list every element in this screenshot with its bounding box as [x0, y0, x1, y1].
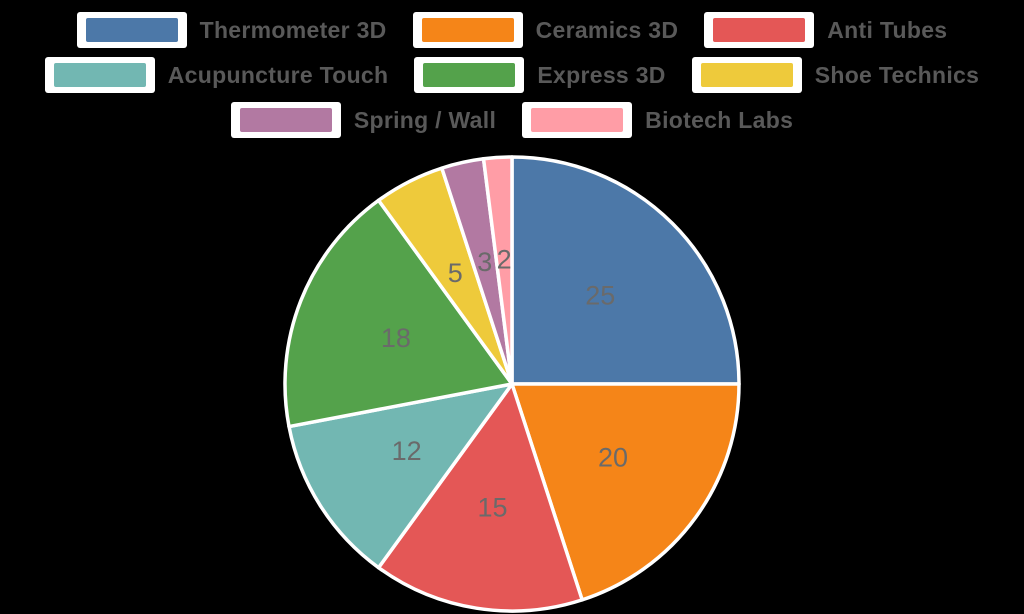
- legend-swatch-yellow: [700, 63, 793, 87]
- legend-row-3: Spring / Wall Biotech Labs: [230, 102, 793, 138]
- legend-swatch-teal: [53, 63, 146, 87]
- legend-swatch-box: [414, 57, 525, 93]
- legend-item-2: Anti Tubes: [704, 12, 947, 48]
- legend-swatch-purple: [239, 108, 332, 132]
- pie-labels-group: 25 20 15 12 18 5 3 2: [381, 244, 628, 522]
- pie-value-label-4: 18: [381, 323, 411, 353]
- legend-label: Spring / Wall: [353, 106, 497, 133]
- legend-item-4: Express 3D: [414, 57, 665, 93]
- pie-slice-0: [510, 155, 741, 386]
- legend-item-1: Ceramics 3D: [412, 12, 679, 48]
- pie-value-label-5: 5: [448, 258, 463, 288]
- pie-slice-3: [287, 382, 514, 570]
- pie-slice-4: [283, 198, 514, 429]
- legend-swatch-box: [44, 57, 155, 93]
- chart-legend: Thermometer 3D Ceramics 3D Anti Tubes Ac…: [0, 12, 1024, 138]
- legend-swatch-box: [412, 12, 523, 48]
- pie-value-label-2: 15: [477, 492, 507, 522]
- pie-value-label-1: 20: [598, 442, 628, 472]
- legend-label: Express 3D: [537, 61, 666, 88]
- legend-swatch-box: [522, 102, 633, 138]
- legend-label: Ceramics 3D: [535, 16, 679, 43]
- legend-item-7: Biotech Labs: [522, 102, 793, 138]
- pie-slices-group: [283, 155, 741, 613]
- legend-swatch-green: [423, 63, 516, 87]
- pie-value-label-6: 3: [477, 247, 492, 277]
- legend-label: Anti Tubes: [827, 16, 948, 43]
- legend-row-1: Thermometer 3D Ceramics 3D Anti Tubes: [76, 12, 948, 48]
- legend-row-2: Acupuncture Touch Express 3D Shoe Techni…: [44, 57, 980, 93]
- pie-value-label-7: 2: [497, 244, 512, 274]
- legend-swatch-box: [691, 57, 802, 93]
- pie-value-label-3: 12: [392, 436, 422, 466]
- legend-swatch-box: [704, 12, 815, 48]
- legend-swatch-red: [713, 18, 806, 42]
- legend-item-6: Spring / Wall: [230, 102, 497, 138]
- legend-swatch-orange: [421, 18, 514, 42]
- legend-swatch-box: [230, 102, 341, 138]
- legend-item-5: Shoe Technics: [691, 57, 980, 93]
- legend-item-0: Thermometer 3D: [76, 12, 387, 48]
- legend-item-3: Acupuncture Touch: [44, 57, 389, 93]
- legend-swatch-blue: [85, 18, 178, 42]
- legend-label: Acupuncture Touch: [167, 61, 389, 88]
- legend-label: Shoe Technics: [814, 61, 980, 88]
- legend-label: Thermometer 3D: [199, 16, 387, 43]
- legend-swatch-pink: [531, 108, 624, 132]
- pie-slice-7: [481, 155, 514, 386]
- legend-label: Biotech Labs: [645, 106, 794, 133]
- pie-slice-1: [510, 382, 741, 602]
- legend-swatch-box: [76, 12, 187, 48]
- pie-slice-2: [376, 382, 584, 613]
- pie-value-label-0: 25: [585, 281, 615, 311]
